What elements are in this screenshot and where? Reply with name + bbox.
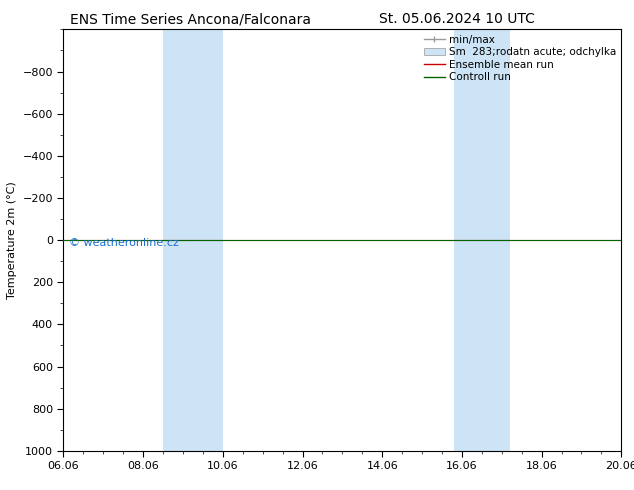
Bar	[454, 29, 510, 451]
Y-axis label: Temperature 2m (°C): Temperature 2m (°C)	[7, 181, 17, 299]
Text: © weatheronline.cz: © weatheronline.cz	[69, 238, 179, 248]
Text: ENS Time Series Ancona/Falconara: ENS Time Series Ancona/Falconara	[70, 12, 311, 26]
Legend: min/max, Sm  283;rodatn acute; odchylka, Ensemble mean run, Controll run: min/max, Sm 283;rodatn acute; odchylka, …	[422, 32, 618, 84]
Text: St. 05.06.2024 10 UTC: St. 05.06.2024 10 UTC	[378, 12, 534, 26]
Bar	[163, 29, 223, 451]
